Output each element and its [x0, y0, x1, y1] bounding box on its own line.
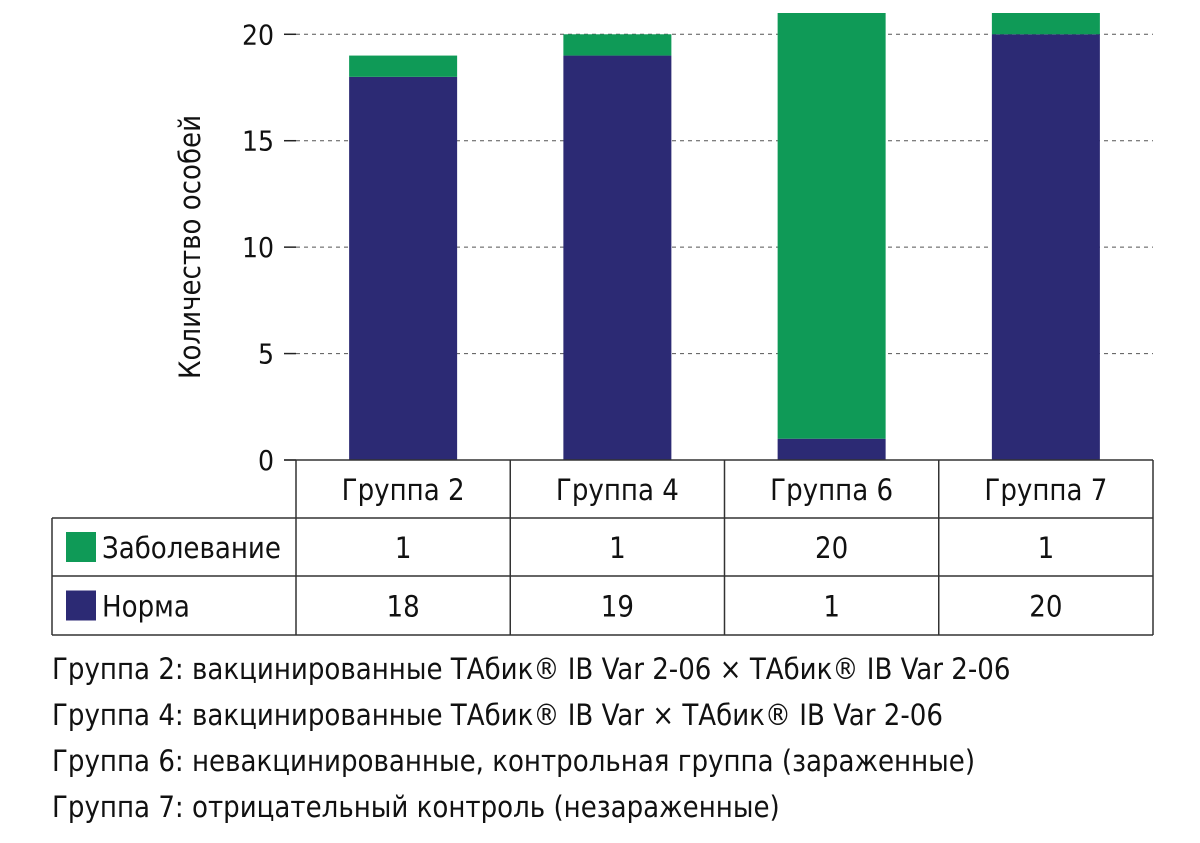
legend-swatch — [66, 590, 96, 621]
bar-segment — [991, 34, 1100, 461]
data-table: Группа 2 Группа 4 Группа 6 Группа 7 Заболева… — [51, 459, 1154, 636]
y-tick-label: 10 — [242, 231, 274, 264]
table-cell-value: 19 — [601, 590, 634, 624]
category-label: Группа 4 — [556, 473, 679, 507]
bar-segment — [777, 13, 886, 439]
table-cell-value: 1 — [823, 590, 840, 624]
y-tick-label: 20 — [242, 18, 274, 51]
table-cell-value: 20 — [815, 531, 848, 565]
y-axis-label: Количество особей — [173, 115, 207, 379]
table-cell-value: 1 — [395, 531, 412, 565]
table-cell-value: 1 — [609, 531, 626, 565]
category-label: Группа 6 — [770, 473, 893, 507]
bar-segment — [349, 55, 458, 77]
bars — [349, 13, 1100, 461]
table-cell-value: 18 — [387, 590, 420, 624]
bar-segment — [563, 34, 672, 56]
footnote-group-7: Группа 7: отрицательный контроль (незара… — [52, 790, 780, 824]
bar-segment — [349, 76, 458, 460]
category-label: Группа 7 — [984, 473, 1107, 507]
legend-label: Заболевание — [102, 531, 281, 565]
y-tick-label: 5 — [258, 338, 274, 371]
table-cell-value: 20 — [1029, 590, 1062, 624]
table-cell-value: 1 — [1038, 531, 1055, 565]
footnotes: Группа 2: вакцинированные ТАбик® IB Var … — [52, 646, 1010, 830]
legend-label: Норма — [102, 590, 190, 624]
footnote-group-2: Группа 2: вакцинированные ТАбик® IB Var … — [52, 652, 1011, 686]
footnote-group-4: Группа 4: вакцинированные ТАбик® IB Var … — [52, 698, 943, 732]
y-axis: 0 5 10 15 20 — [242, 18, 296, 477]
legend-swatch — [66, 532, 96, 562]
category-label: Группа 2 — [342, 473, 465, 507]
bar-segment — [991, 13, 1100, 35]
bar-segment — [777, 438, 886, 460]
footnote-group-6: Группа 6: невакцинированные, контрольная… — [52, 744, 976, 778]
bar-segment — [563, 55, 672, 460]
y-tick-label: 0 — [258, 444, 274, 477]
y-tick-label: 15 — [242, 125, 274, 158]
